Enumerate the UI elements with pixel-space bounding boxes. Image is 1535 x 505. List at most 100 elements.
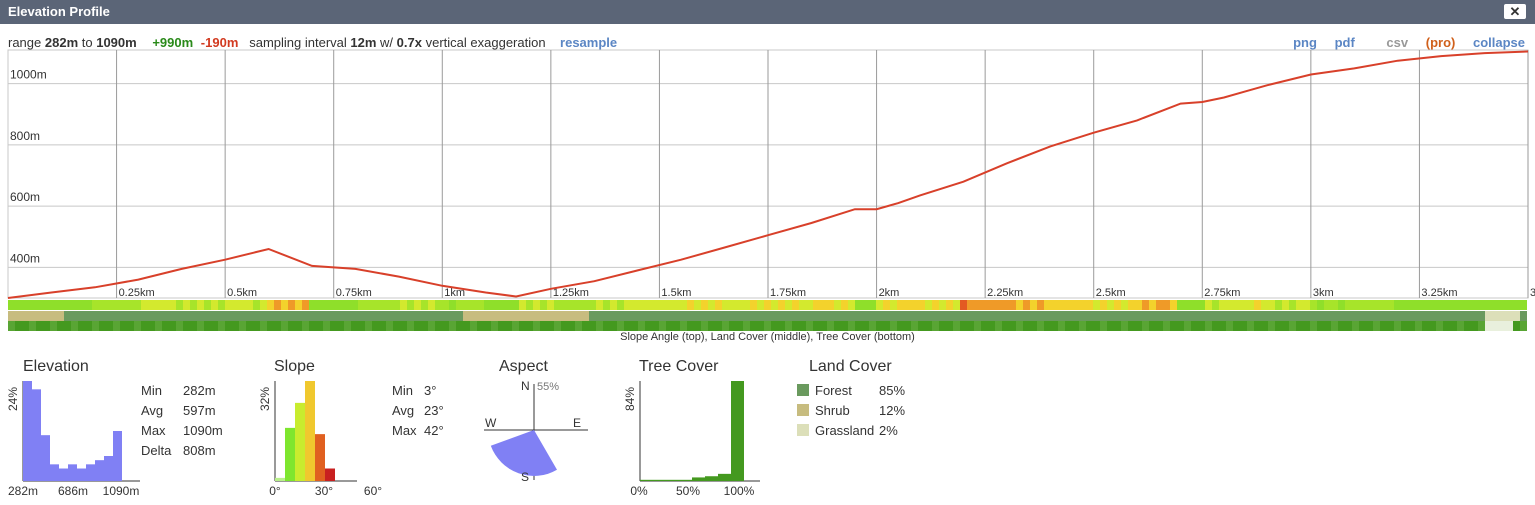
tree-cover-cell bbox=[1030, 321, 1037, 331]
land-cover-cell bbox=[1401, 311, 1408, 321]
tree-cover-cell bbox=[1163, 321, 1170, 331]
land-cover-cell bbox=[547, 311, 554, 321]
sampling-value: 12m bbox=[350, 35, 377, 50]
tree-cover-cell bbox=[1212, 321, 1219, 331]
elevation-stat-max: Max 1090m bbox=[141, 423, 223, 438]
slope-cell bbox=[1366, 300, 1373, 310]
hist-x-tick: 686m bbox=[58, 484, 88, 498]
resample-link[interactable]: resample bbox=[560, 35, 618, 50]
png-link[interactable]: png bbox=[1293, 35, 1317, 50]
elevation-stat-delta: Delta 808m bbox=[141, 443, 216, 458]
x-tick-label: 0.75km bbox=[336, 287, 372, 299]
land-cover-cell bbox=[85, 311, 92, 321]
collapse-link[interactable]: collapse bbox=[1472, 35, 1525, 50]
slope-cell bbox=[449, 300, 456, 310]
slope-cell bbox=[197, 300, 204, 310]
band-caption: Slope Angle (top), Land Cover (middle), … bbox=[620, 331, 915, 343]
slope-cell bbox=[757, 300, 764, 310]
tree-cover-cell bbox=[393, 321, 400, 331]
tree-cover-cell bbox=[645, 321, 652, 331]
tree-cover-cell bbox=[498, 321, 505, 331]
land-cover-cell bbox=[1366, 311, 1373, 321]
land-cover-cell bbox=[1303, 311, 1310, 321]
slope-cell bbox=[1191, 300, 1198, 310]
tree-cover-cell bbox=[1282, 321, 1289, 331]
slope-cell bbox=[127, 300, 134, 310]
tree-cover-cell bbox=[771, 321, 778, 331]
land-cover-cell bbox=[1415, 311, 1422, 321]
tree-cover-cell bbox=[491, 321, 498, 331]
hist-bar bbox=[285, 427, 295, 481]
land-cover-cell bbox=[78, 311, 85, 321]
slope-cell bbox=[925, 300, 932, 310]
land-cover-cell bbox=[596, 311, 603, 321]
land-cover-cell bbox=[1156, 311, 1163, 321]
tree-cover-cell bbox=[988, 321, 995, 331]
slope-cell bbox=[561, 300, 568, 310]
land-cover-cell bbox=[1492, 311, 1499, 321]
elevation-profile-chart[interactable]: 400m 600m 800m 1000m 0.25km 0.5km 0.75km 1km 1.2… bbox=[0, 48, 1535, 331]
hist-x-tick: 282m bbox=[8, 484, 38, 498]
land-cover-cell bbox=[1219, 311, 1226, 321]
tree-cover-cell bbox=[358, 321, 365, 331]
slope-cell bbox=[652, 300, 659, 310]
land-cover-cell bbox=[120, 311, 127, 321]
tree-cover-cell bbox=[974, 321, 981, 331]
slope-cell bbox=[176, 300, 183, 310]
land-cover-cell bbox=[351, 311, 358, 321]
close-button[interactable]: ✕ bbox=[1504, 4, 1526, 19]
tree-cover-cell bbox=[1513, 321, 1520, 331]
land-cover-cell bbox=[1121, 311, 1128, 321]
hist-bar bbox=[295, 402, 305, 481]
land-cover-cell bbox=[645, 311, 652, 321]
hist-bar bbox=[275, 477, 285, 481]
slope-cell bbox=[85, 300, 92, 310]
tree-cover-cell bbox=[449, 321, 456, 331]
land-cover-pct: 85% bbox=[879, 383, 906, 398]
slope-histogram: 32% 0° 30° 60° bbox=[258, 381, 382, 498]
tree-cover-cell bbox=[1009, 321, 1016, 331]
land-cover-cell bbox=[932, 311, 939, 321]
land-cover-cell bbox=[155, 311, 162, 321]
land-cover-cell bbox=[603, 311, 610, 321]
tree-cover-cell bbox=[8, 321, 15, 331]
tree-cover-cell bbox=[505, 321, 512, 331]
land-cover-cell bbox=[204, 311, 211, 321]
tree-cover-cell bbox=[456, 321, 463, 331]
land-cover-cell bbox=[211, 311, 218, 321]
land-cover-cell bbox=[183, 311, 190, 321]
hist-bar bbox=[640, 479, 653, 481]
tree-cover-cell bbox=[1359, 321, 1366, 331]
slope-cell bbox=[785, 300, 792, 310]
pdf-link[interactable]: pdf bbox=[1334, 35, 1355, 50]
hist-bar bbox=[718, 473, 731, 481]
hist-bar bbox=[113, 431, 122, 481]
tree-cover-cell bbox=[666, 321, 673, 331]
tree-cover-cell bbox=[78, 321, 85, 331]
land-cover-cell bbox=[722, 311, 729, 321]
tree-cover-cell bbox=[785, 321, 792, 331]
slope-cell bbox=[309, 300, 316, 310]
slope-cell bbox=[50, 300, 57, 310]
slope-cell bbox=[890, 300, 897, 310]
land-cover-cell bbox=[848, 311, 855, 321]
close-icon: ✕ bbox=[1509, 4, 1521, 19]
land-cover-cell bbox=[15, 311, 22, 321]
tree-cover-cell bbox=[1422, 321, 1429, 331]
elevation-hist-title: Elevation bbox=[23, 358, 89, 375]
tree-cover-cell bbox=[260, 321, 267, 331]
slope-cell bbox=[1072, 300, 1079, 310]
tree-cover-cell bbox=[701, 321, 708, 331]
csv-link[interactable]: csv (pro) bbox=[1372, 35, 1455, 50]
x-tick-label: 0.25km bbox=[119, 287, 155, 299]
tree-cover-cell bbox=[1352, 321, 1359, 331]
tree-cover-cell bbox=[561, 321, 568, 331]
slope-cell bbox=[1359, 300, 1366, 310]
slope-cell bbox=[820, 300, 827, 310]
tree-cover-cell bbox=[596, 321, 603, 331]
slope-cell bbox=[456, 300, 463, 310]
land-cover-cell bbox=[624, 311, 631, 321]
land-cover-cell bbox=[393, 311, 400, 321]
land-cover-cell bbox=[1254, 311, 1261, 321]
tree-cover-cell bbox=[1485, 321, 1492, 331]
